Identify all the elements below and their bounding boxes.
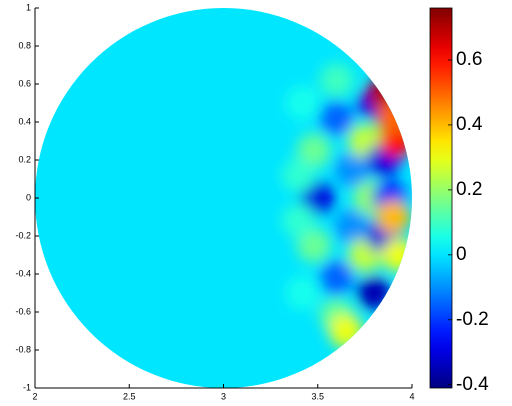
field-sample: [334, 209, 369, 244]
field-sample: [329, 314, 364, 348]
field-sample: [296, 133, 331, 168]
field-sample: [319, 101, 354, 136]
field-sample: [357, 276, 392, 310]
field-sample: [281, 158, 316, 193]
x-tick-label: 3: [221, 391, 226, 401]
colorbar-tick-label: -0.4: [456, 374, 489, 395]
y-tick-label: 0.8: [18, 40, 31, 50]
y-tick-label: 0.2: [18, 154, 31, 164]
y-tick-label: -0.6: [15, 306, 31, 316]
field-sample: [296, 228, 331, 263]
x-tick-label: 2: [32, 391, 37, 401]
field-sample: [376, 200, 411, 234]
field-sample: [285, 86, 320, 120]
y-tick-label: 0.6: [18, 78, 31, 88]
field-sample: [381, 238, 412, 272]
colorbar-tick-label: 0.4: [456, 114, 483, 135]
y-tick-label: -0.2: [15, 230, 31, 240]
y-tick-label: -0.8: [15, 344, 31, 354]
field-sample: [319, 260, 354, 295]
field-sample: [334, 152, 369, 187]
y-tick-label: -1: [23, 382, 31, 392]
y-tick-label: 1: [26, 2, 31, 12]
y-tick-label: 0: [26, 192, 31, 202]
y-tick-label: -0.4: [15, 268, 31, 278]
colorbar-tick-label: 0.2: [456, 179, 482, 200]
field-sample: [285, 276, 320, 310]
field-sample: [376, 101, 411, 136]
colorbar-tick-label: -0.2: [456, 309, 489, 330]
field-sample: [319, 63, 354, 98]
x-tick-label: 3.5: [311, 391, 324, 401]
field-sample: [281, 203, 316, 238]
field-sample: [300, 181, 335, 215]
x-tick-label: 2.5: [123, 391, 136, 401]
colorbar-tick-label: 0.6: [456, 49, 482, 70]
colorbar: [429, 7, 453, 389]
x-tick-label: 4: [409, 391, 414, 401]
y-tick-label: 0.4: [18, 116, 31, 126]
colorbar-tick-label: 0: [456, 244, 467, 265]
